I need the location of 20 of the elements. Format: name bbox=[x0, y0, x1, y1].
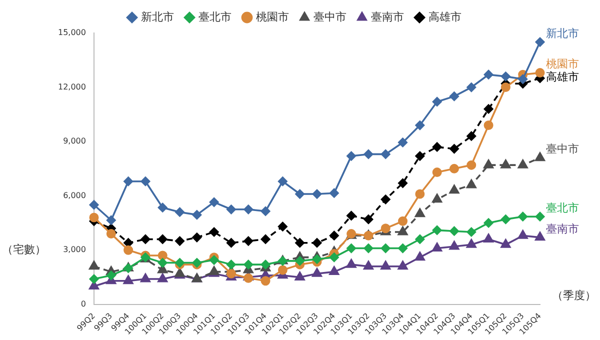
annotation: 新北市 bbox=[546, 26, 579, 40]
y-tick-label: 0 bbox=[80, 299, 86, 308]
y-tick-label: 9,000 bbox=[63, 136, 86, 146]
annotation: 臺北市 bbox=[546, 201, 579, 214]
legend-label: 高雄市 bbox=[428, 10, 462, 24]
annotation: 桃園市 bbox=[546, 58, 579, 71]
annotation: 高雄市 bbox=[546, 70, 579, 84]
y-tick-label: 3,000 bbox=[63, 245, 86, 254]
annotation: 臺中市 bbox=[546, 142, 579, 156]
y-tick-label: 12,000 bbox=[58, 82, 86, 92]
legend-label: 桃園市 bbox=[256, 10, 289, 24]
y-axis-title: （宅數） bbox=[2, 242, 46, 256]
annotation: 臺南市 bbox=[546, 222, 579, 236]
legend-label: 臺北市 bbox=[198, 10, 232, 24]
legend-label: 新北市 bbox=[141, 10, 174, 24]
x-axis-title: （季度） bbox=[552, 289, 596, 302]
y-tick-label: 15,000 bbox=[58, 28, 86, 38]
legend-label: 臺中市 bbox=[314, 10, 346, 24]
legend-label: 臺南市 bbox=[371, 10, 404, 24]
y-tick-label: 6,000 bbox=[63, 190, 86, 200]
